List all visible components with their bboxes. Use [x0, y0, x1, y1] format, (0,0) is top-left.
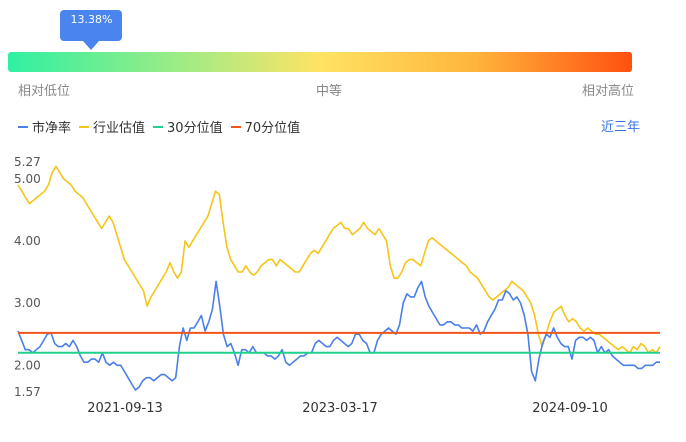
chart-legend: 市净率 行业估值 30分位值 70分位值: [18, 117, 308, 136]
legend-swatch-industry: [79, 125, 90, 128]
y-tick-label: 5.00: [14, 172, 41, 186]
high-position-label: 相对高位: [582, 84, 635, 99]
y-tick-label: 4.00: [14, 234, 41, 248]
legend-label-p70: 70分位值: [244, 121, 301, 136]
percentile-value: 13.38%: [70, 13, 113, 26]
pb-chart: 5.27 5.00 4.00 3.00 2.00 1.57 2021-09-13 2023-0…: [14, 155, 661, 416]
legend-swatch-pb: [18, 125, 28, 128]
x-tick-label: 2024-09-10: [532, 401, 608, 416]
mid-position-label: 中等: [316, 84, 343, 99]
percentile-tooltip-arrow: [83, 41, 100, 50]
x-tick-label: 2021-09-13: [87, 401, 163, 416]
legend-item-industry[interactable]: 行业估值: [79, 117, 145, 136]
series-line-pb: [17, 280, 660, 391]
range-three-years-button[interactable]: 近三年: [600, 120, 640, 135]
series-line-industry: [17, 165, 661, 354]
legend-swatch-p70: [230, 125, 241, 128]
legend-label-p30: 30分位值: [167, 121, 223, 136]
y-tick-label: 5.27: [14, 155, 41, 169]
legend-item-p30[interactable]: 30分位值: [153, 117, 223, 136]
percentile-gradient-bar: [8, 52, 632, 72]
legend-item-p70[interactable]: 70分位值: [230, 117, 301, 136]
y-tick-label: 2.00: [14, 358, 41, 372]
x-tick-label: 2023-03-17: [302, 401, 378, 416]
y-tick-label: 3.00: [14, 296, 41, 310]
legend-label-pb: 市净率: [32, 121, 72, 136]
legend-swatch-p30: [153, 125, 164, 128]
low-position-label: 相对低位: [18, 84, 71, 99]
y-tick-label: 1.57: [14, 385, 41, 399]
legend-label-industry: 行业估值: [93, 121, 146, 136]
percentile-tooltip: 13.38%: [60, 10, 123, 41]
legend-item-pb[interactable]: 市净率: [18, 117, 71, 136]
